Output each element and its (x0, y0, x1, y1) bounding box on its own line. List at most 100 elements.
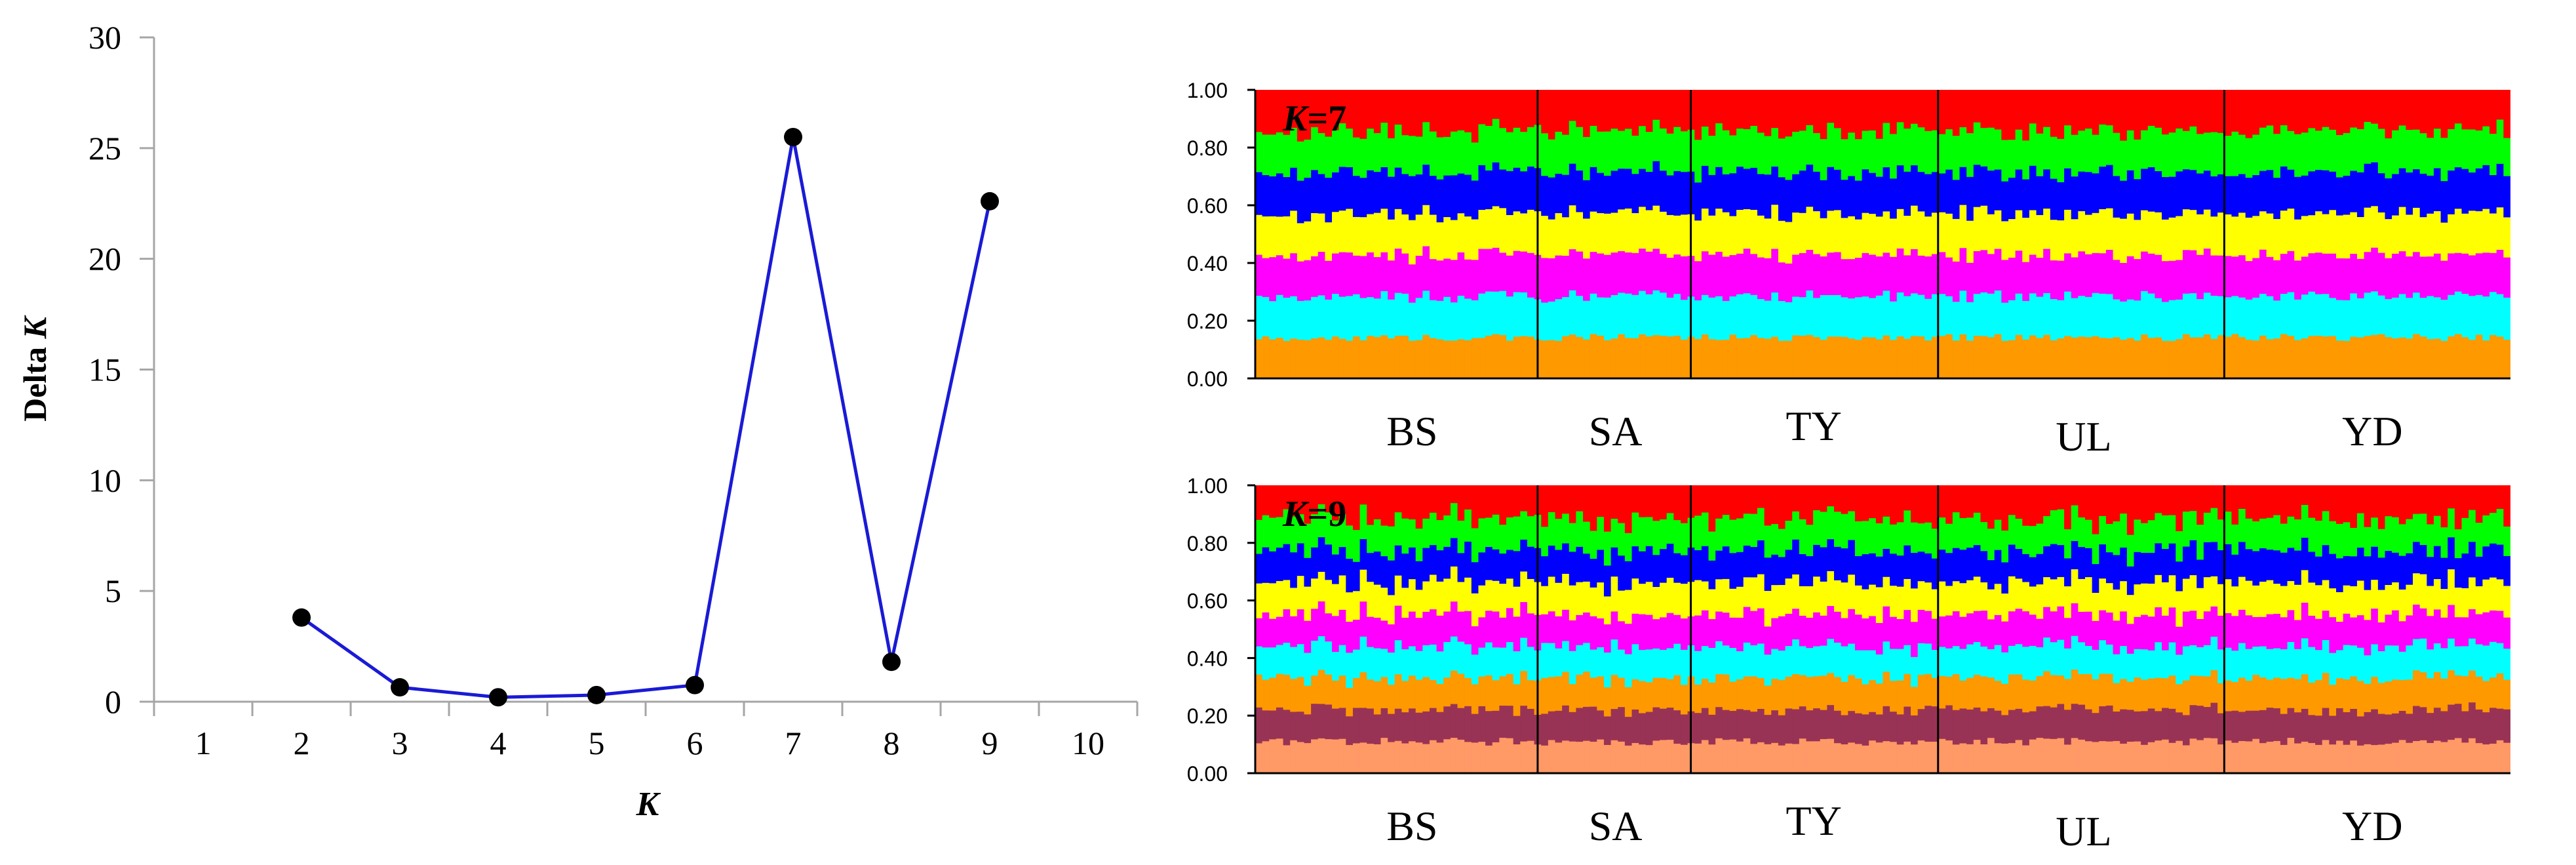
cluster-segment (1513, 485, 1521, 517)
cluster-segment (1639, 551, 1647, 584)
cluster-segment (1757, 215, 1765, 258)
cluster-segment (2266, 125, 2274, 171)
cluster-segment (1959, 616, 1967, 649)
cluster-segment (1883, 641, 1890, 672)
cluster-segment (1276, 580, 1284, 617)
cluster-segment (2433, 211, 2442, 254)
cluster-segment (2092, 563, 2100, 593)
cluster-segment (2238, 254, 2246, 298)
cluster-segment (1931, 741, 1940, 773)
cluster-segment (1903, 545, 1911, 579)
cluster-segment (1757, 742, 1765, 773)
cluster-segment (1896, 555, 1905, 587)
cluster-segment (2022, 262, 2030, 301)
cluster-segment (1708, 90, 1716, 136)
cluster-segment (1409, 220, 1416, 265)
cluster-segment (1338, 338, 1347, 378)
cluster-segment (2392, 253, 2400, 298)
cluster-segment (1701, 251, 1709, 295)
cluster-segment (1973, 576, 1981, 611)
cluster-segment (1827, 90, 1835, 123)
cluster-segment (1422, 518, 1430, 548)
cluster-segment (1896, 618, 1905, 649)
cluster-segment (1471, 338, 1479, 378)
cluster-segment (1994, 210, 2002, 249)
cluster-segment (1729, 617, 1737, 648)
cluster-segment (1931, 618, 1940, 650)
cluster-segment (1541, 677, 1549, 714)
cluster-segment (1367, 647, 1375, 680)
cluster-segment (2085, 548, 2093, 578)
cluster-segment (2482, 546, 2490, 580)
cluster-segment (1987, 708, 1995, 738)
cluster-segment (2001, 181, 2009, 222)
cluster-segment (1506, 214, 1514, 256)
cluster-segment (2043, 485, 2051, 517)
cluster-segment (2120, 513, 2128, 548)
cluster-segment (2168, 708, 2177, 743)
y-tick-label: 1.00 (1187, 474, 1228, 498)
cluster-segment (2377, 485, 2386, 529)
cluster-segment (1373, 132, 1382, 172)
cluster-segment (2182, 646, 2191, 681)
cluster-segment (2398, 485, 2407, 525)
cluster-segment (1987, 677, 1995, 708)
cluster-segment (1743, 248, 1751, 294)
cluster-segment (1987, 485, 1995, 529)
cluster-segment (1778, 679, 1786, 715)
cluster-segment (1673, 675, 1681, 711)
cluster-segment (1457, 173, 1465, 214)
cluster-segment (1367, 485, 1375, 525)
cluster-segment (2196, 336, 2204, 378)
cluster-segment (1262, 547, 1270, 583)
population-label: SA (1589, 803, 1643, 849)
cluster-segment (2294, 584, 2302, 620)
cluster-segment (1422, 90, 1430, 123)
cluster-segment (1673, 519, 1681, 553)
cluster-segment (2469, 129, 2476, 173)
cluster-segment (2413, 333, 2421, 378)
cluster-segment (1610, 294, 1619, 339)
cluster-segment (1792, 608, 1800, 639)
cluster-segment (2050, 298, 2058, 341)
cluster-segment (1513, 683, 1521, 716)
cluster-segment (2231, 90, 2239, 132)
cluster-segment (1896, 680, 1905, 715)
cluster-segment (2454, 703, 2463, 738)
cluster-segment (1834, 546, 1842, 580)
cluster-segment (1346, 525, 1354, 559)
cluster-segment (2141, 291, 2149, 335)
cluster-segment (1304, 685, 1312, 715)
cluster-segment (1276, 547, 1284, 582)
cluster-segment (1701, 90, 1709, 127)
cluster-segment (2155, 254, 2162, 298)
cluster-segment (2385, 550, 2392, 586)
cluster-segment (1848, 258, 1856, 299)
cluster-segment (1813, 90, 1821, 133)
cluster-segment (2364, 163, 2372, 208)
cluster-segment (1415, 617, 1424, 651)
cluster-segment (1869, 517, 1877, 553)
cluster-segment (1297, 741, 1305, 773)
cluster-segment (2092, 336, 2100, 378)
cluster-segment (1841, 90, 1849, 140)
cluster-segment (2287, 292, 2295, 336)
cluster-segment (1639, 649, 1647, 681)
cluster-segment (2336, 592, 2344, 622)
cluster-segment (1652, 677, 1660, 708)
cluster-segment (2482, 126, 2490, 165)
cluster-segment (1778, 616, 1786, 651)
cluster-segment (1715, 208, 1723, 252)
cluster-segment (1492, 118, 1500, 163)
cluster-segment (1924, 553, 1932, 583)
cluster-segment (1450, 704, 1458, 738)
cluster-segment (1736, 338, 1744, 378)
cluster-segment (1562, 134, 1570, 175)
cluster-segment (2155, 542, 2162, 575)
cluster-segment (1841, 513, 1849, 549)
cluster-segment (2176, 712, 2183, 741)
cluster-segment (2489, 543, 2497, 578)
cluster-segment (2141, 251, 2149, 291)
cluster-segment (1436, 485, 1445, 521)
cluster-segment (1269, 582, 1277, 619)
